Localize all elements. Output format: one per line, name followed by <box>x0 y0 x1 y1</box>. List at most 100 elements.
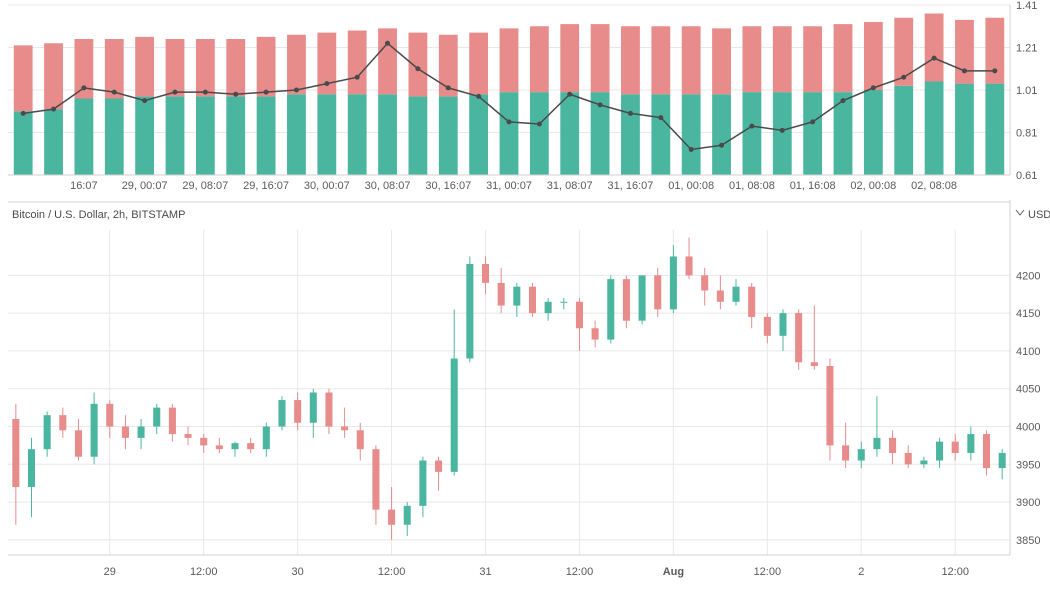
candle-bullish <box>419 461 426 506</box>
candle-bullish <box>545 302 552 313</box>
candle-bearish <box>325 393 332 427</box>
indicator-bar-pink <box>773 26 792 92</box>
indicator-bar-pink <box>621 26 640 94</box>
x-tick-label: 30 <box>292 566 304 578</box>
indicator-bar-pink <box>925 14 944 82</box>
indicator-bar-pink <box>105 39 124 99</box>
x-tick-label: 31, 16:07 <box>608 180 654 192</box>
x-tick-label: 02, 00:08 <box>850 180 896 192</box>
candle-bearish <box>592 328 599 339</box>
indicator-bar-teal <box>166 96 185 175</box>
x-tick-label: 30, 08:07 <box>365 180 411 192</box>
indicator-point <box>598 102 603 107</box>
indicator-bar-teal <box>712 94 731 175</box>
indicator-bar-pink <box>348 31 367 95</box>
indicator-point <box>810 119 815 124</box>
indicator-point <box>112 90 117 95</box>
candle-bullish <box>967 434 974 453</box>
indicator-bar-teal <box>74 99 93 176</box>
candle-bearish <box>764 317 771 336</box>
indicator-bar-pink <box>14 45 33 111</box>
indicator-bar-pink <box>166 39 185 96</box>
indicator-bar-teal <box>742 92 761 175</box>
svg-text:4100: 4100 <box>1016 346 1040 358</box>
indicator-bar-pink <box>44 43 63 109</box>
indicator-point <box>203 90 208 95</box>
candle-bearish <box>341 427 348 431</box>
top-indicator-panel: 0.610.811.011.211.4116:0729, 00:0729, 08… <box>0 0 1050 200</box>
svg-text:1.21: 1.21 <box>1016 43 1037 55</box>
indicator-point <box>962 68 967 73</box>
indicator-bar-teal <box>317 94 336 175</box>
candle-bullish <box>231 443 238 449</box>
indicator-bar-pink <box>500 28 519 92</box>
indicator-point <box>537 122 542 127</box>
chevron-down-icon[interactable] <box>1016 210 1024 215</box>
indicator-bar-teal <box>378 94 397 175</box>
indicator-point <box>658 115 663 120</box>
x-tick-label: 01, 08:08 <box>729 180 775 192</box>
candle-bearish <box>122 427 129 438</box>
candlestick-panel[interactable]: 385039003950400040504100415042002912:003… <box>0 200 1050 600</box>
candle-bullish <box>607 279 614 339</box>
indicator-point <box>173 90 178 95</box>
x-tick-label: Aug <box>663 566 684 578</box>
candle-bearish <box>435 461 442 472</box>
candle-bearish <box>748 287 755 317</box>
indicator-point <box>689 147 694 152</box>
indicator-bar-teal <box>439 96 458 175</box>
indicator-bar-teal <box>651 94 670 175</box>
indicator-bar-teal <box>803 92 822 175</box>
indicator-bar-teal <box>925 82 944 176</box>
candle-bullish <box>44 415 51 449</box>
svg-text:1.01: 1.01 <box>1016 85 1037 97</box>
indicator-bar-teal <box>500 92 519 175</box>
svg-text:1.41: 1.41 <box>1016 0 1037 12</box>
indicator-bar-teal <box>894 86 913 175</box>
x-tick-label: 29, 08:07 <box>182 180 228 192</box>
indicator-point <box>142 98 147 103</box>
candle-bearish <box>905 453 912 464</box>
indicator-bar-pink <box>530 26 549 92</box>
candle-bearish <box>482 264 489 283</box>
svg-text:0.81: 0.81 <box>1016 128 1037 140</box>
indicator-bar-teal <box>621 94 640 175</box>
indicator-bar-pink <box>742 26 761 92</box>
x-tick-label: 31, 00:07 <box>486 180 532 192</box>
candle-bearish <box>498 283 505 306</box>
x-tick-label: 29, 16:07 <box>243 180 289 192</box>
indicator-point <box>476 94 481 99</box>
indicator-point <box>81 85 86 90</box>
indicator-point <box>446 85 451 90</box>
svg-text:0.61: 0.61 <box>1016 170 1037 182</box>
candle-bullish <box>639 275 646 320</box>
candle-bearish <box>185 434 192 438</box>
candle-bearish <box>216 445 223 449</box>
candle-bearish <box>12 419 19 487</box>
x-tick-label: 12:00 <box>378 566 406 578</box>
indicator-point <box>992 68 997 73</box>
candle-bullish <box>153 408 160 427</box>
candle-bearish <box>372 449 379 509</box>
indicator-point <box>749 124 754 129</box>
candle-bearish <box>654 275 661 309</box>
candle-bullish <box>560 302 567 303</box>
indicator-bar-pink <box>712 28 731 94</box>
indicator-bar-teal <box>257 96 276 175</box>
indicator-point <box>294 88 299 93</box>
indicator-bar-teal <box>773 92 792 175</box>
indicator-point <box>628 111 633 116</box>
svg-text:4050: 4050 <box>1016 384 1040 396</box>
indicator-bar-teal <box>682 94 701 175</box>
indicator-point <box>51 107 56 112</box>
indicator-bar-teal <box>560 92 579 175</box>
indicator-bar-teal <box>348 94 367 175</box>
indicator-bar-pink <box>651 26 670 94</box>
x-tick-label: 31, 08:07 <box>547 180 593 192</box>
indicator-bar-pink <box>226 39 245 96</box>
indicator-bar-pink <box>469 33 488 95</box>
candle-bullish <box>404 506 411 525</box>
indicator-point <box>21 111 26 116</box>
indicator-bar-teal <box>135 96 154 175</box>
indicator-bar-pink <box>864 22 883 90</box>
